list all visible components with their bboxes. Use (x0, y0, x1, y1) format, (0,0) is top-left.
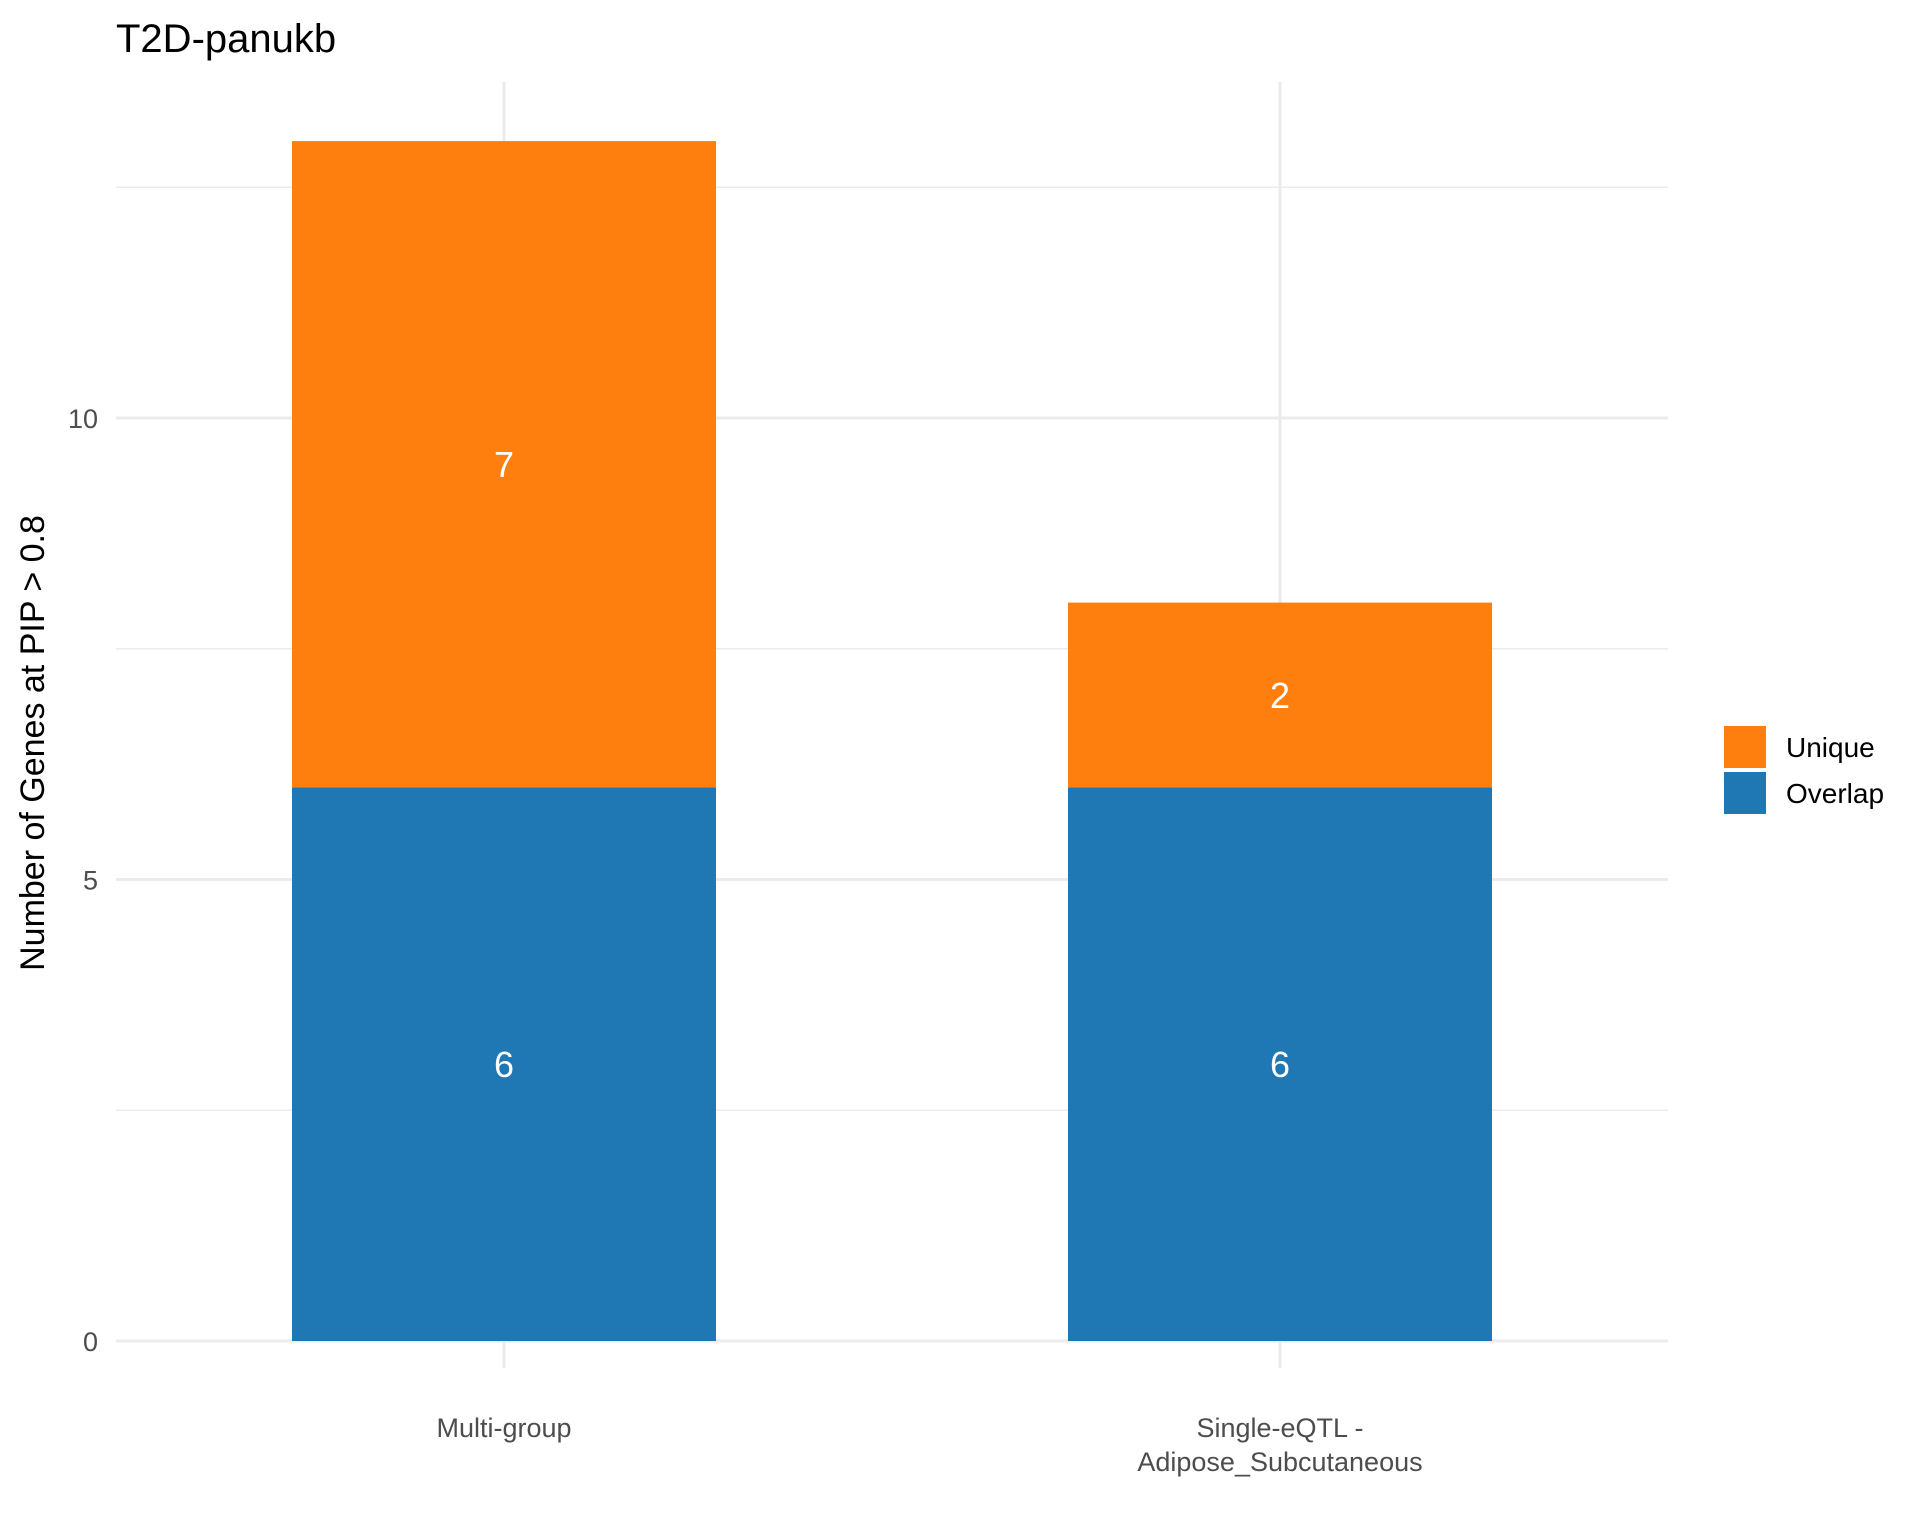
bar-data-label: 7 (494, 444, 514, 485)
legend-key-overlap (1724, 772, 1766, 814)
x-tick-label: Multi-group (436, 1413, 571, 1443)
y-tick-label: 10 (68, 404, 98, 434)
bar-segment-overlap (1068, 787, 1492, 1341)
legend-label: Overlap (1786, 778, 1884, 809)
chart-title: T2D-panukb (116, 17, 336, 61)
legend-label: Unique (1786, 732, 1875, 763)
y-tick-label: 5 (83, 866, 98, 896)
legend-key-unique (1724, 726, 1766, 768)
y-axis-title: Number of Genes at PIP > 0.8 (14, 515, 52, 971)
x-tick-label: Single-eQTL -Adipose_Subcutaneous (1137, 1413, 1422, 1477)
bar-data-label: 2 (1270, 675, 1290, 716)
y-tick-label: 0 (83, 1327, 98, 1357)
bar-data-label: 6 (494, 1044, 514, 1085)
y-axis: 0 5 10 (68, 404, 98, 1357)
x-axis: Multi-group Single-eQTL -Adipose_Subcutan… (436, 1413, 1422, 1477)
bar-segment-unique (1068, 602, 1492, 788)
legend: Unique Overlap (1724, 726, 1884, 814)
bar-data-labels: 6 7 6 2 (494, 444, 1290, 1085)
bar-data-label: 6 (1270, 1044, 1290, 1085)
bar-segment-overlap (292, 787, 716, 1341)
bars (292, 141, 1492, 1341)
bar-segment-unique (292, 141, 716, 788)
